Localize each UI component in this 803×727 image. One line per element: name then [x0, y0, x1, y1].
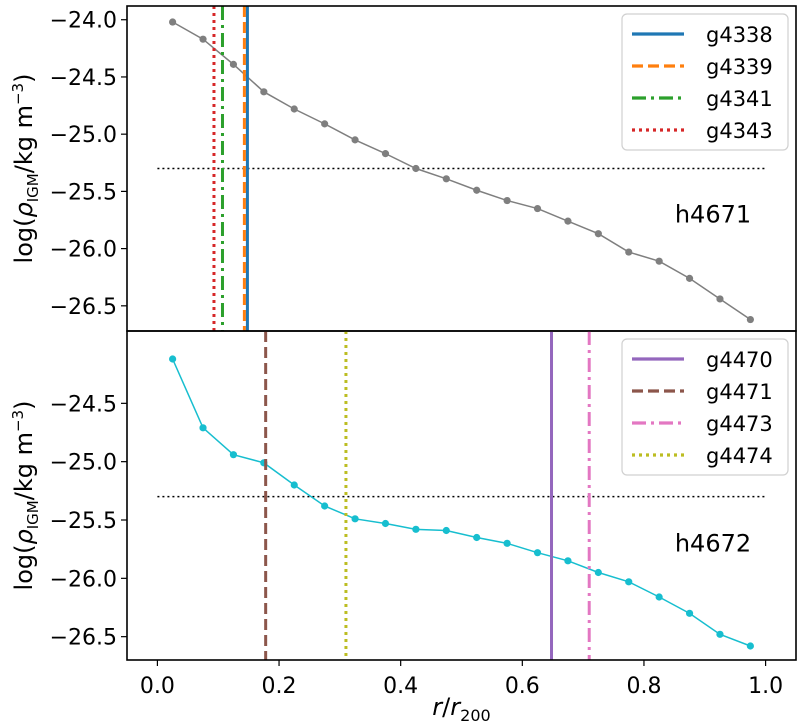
profile-point — [412, 525, 420, 533]
y-axis-label: log(ρIGM/kg m−3) — [9, 74, 42, 264]
axes-frame — [126, 330, 797, 661]
panel-label: h4672 — [675, 529, 751, 557]
ytick-label: −25.0 — [50, 451, 117, 476]
ytick-label: −25.5 — [50, 509, 117, 534]
profile-point — [533, 204, 542, 213]
xtick-label: 0.0 — [140, 674, 175, 699]
profile-point — [412, 164, 420, 173]
profile-point — [321, 502, 329, 510]
profile-point — [533, 549, 542, 557]
profile-point — [503, 539, 511, 547]
profile-point — [351, 515, 359, 523]
profile-point — [473, 186, 481, 194]
xtick-label: 1.0 — [748, 674, 783, 699]
profile-point — [625, 578, 633, 586]
profile-point — [381, 150, 390, 158]
profile-point — [321, 120, 329, 128]
xtick-label: 0.4 — [383, 674, 418, 699]
profile-point — [564, 557, 572, 565]
ytick-label: −25.0 — [50, 123, 117, 148]
profile-point — [290, 481, 298, 489]
profile-point — [199, 424, 207, 432]
profile-point — [564, 217, 572, 225]
profile-point — [229, 451, 238, 459]
y-axis-label: log(ρIGM/kg m−3) — [9, 401, 42, 591]
legend-label: g4471 — [706, 380, 773, 404]
profile-point — [716, 630, 724, 638]
legend-label: g4341 — [706, 87, 773, 111]
legend-label: g4470 — [706, 348, 773, 372]
panel-label: h4671 — [675, 200, 751, 228]
profile-point — [199, 35, 207, 43]
panel-bottom: −24.5 −25.0 −25.5 −26.0 −26.5 0.0 0.2 0.4 0.6 0.8… — [9, 330, 797, 725]
legend-label: g4474 — [706, 444, 773, 468]
profile-point — [229, 60, 238, 68]
profile-point — [442, 175, 450, 183]
ytick-label: −25.5 — [50, 180, 117, 205]
legend-label: g4473 — [706, 412, 773, 436]
profile-point — [503, 196, 511, 205]
profile-point — [260, 88, 268, 96]
legend-box — [621, 338, 789, 476]
profile-point — [655, 593, 663, 601]
legend-box — [621, 13, 789, 151]
profile-point — [685, 274, 694, 282]
profile-point — [716, 295, 724, 303]
profile-point — [746, 315, 754, 324]
profile-line — [172, 21, 751, 321]
profile-point — [442, 526, 450, 535]
profile-point — [473, 533, 481, 542]
xtick-label: 0.2 — [262, 674, 297, 699]
profile-point — [594, 230, 602, 238]
ytick-label: −24.5 — [50, 392, 117, 417]
ytick-label: −24.0 — [50, 9, 117, 34]
profile-point — [290, 105, 298, 113]
legend-label: g4343 — [706, 119, 773, 143]
ytick-label: −26.0 — [50, 238, 117, 263]
profile-point — [685, 609, 694, 617]
legend-label: g4339 — [706, 55, 773, 79]
profile-point — [625, 248, 633, 256]
ytick-label: −26.5 — [50, 295, 117, 320]
profile-point — [169, 18, 177, 26]
legend-label: g4338 — [706, 23, 773, 47]
ytick-label: −24.5 — [50, 66, 117, 91]
ytick-label: −26.5 — [50, 626, 117, 651]
profile-line — [171, 358, 751, 647]
profile-point — [594, 568, 602, 577]
profile-point — [351, 136, 359, 144]
panel-top: −24.0 −24.5 −25.0 −25.5 −26.0 −26.5 log(ρIGM/k… — [9, 5, 797, 332]
profile-point — [381, 519, 390, 528]
profile-point — [169, 355, 177, 363]
profile-point — [655, 257, 663, 265]
ytick-label: −26.0 — [50, 567, 117, 592]
xtick-label: 0.8 — [626, 674, 661, 699]
xtick-label: 0.6 — [505, 674, 540, 699]
x-axis-label: r/r200 — [432, 693, 490, 725]
profile-point — [746, 642, 754, 650]
